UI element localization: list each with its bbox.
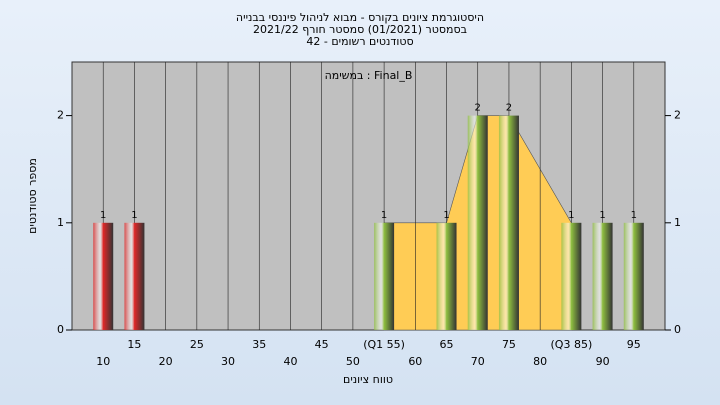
x-axis-label: טווח ציונים bbox=[343, 373, 393, 386]
chart-subtitle: 42 - סטודנטים רשומים bbox=[306, 35, 413, 48]
x-tick-label: 45 bbox=[315, 338, 329, 351]
data-label: 1 bbox=[568, 210, 574, 221]
data-label: 1 bbox=[443, 210, 449, 221]
annotation: במשימה : Final_B bbox=[325, 69, 413, 82]
chart-subtitle: בסמסטר (01/2021) סמסטר חורף 2021/22 bbox=[253, 23, 467, 36]
y-tick-label: 2 bbox=[57, 109, 64, 122]
bar bbox=[93, 222, 114, 330]
bar bbox=[124, 222, 145, 330]
chart-title: היסטוגרמת ציונים בקורס - מבוא לניהול פינ… bbox=[236, 11, 484, 24]
data-label: 1 bbox=[131, 210, 137, 221]
bar bbox=[561, 222, 582, 330]
data-label: 2 bbox=[475, 103, 481, 114]
bar bbox=[498, 115, 519, 330]
bar bbox=[467, 115, 488, 330]
x-tick-label: 65 bbox=[440, 338, 454, 351]
y-axis-label: מספר סטודנטים bbox=[26, 158, 39, 234]
y-tick-label: 1 bbox=[57, 216, 64, 229]
data-label: 2 bbox=[506, 103, 512, 114]
bar bbox=[436, 222, 457, 330]
data-label: 1 bbox=[631, 210, 637, 221]
data-label: 1 bbox=[381, 210, 387, 221]
x-tick-label: 35 bbox=[252, 338, 266, 351]
bar bbox=[592, 222, 613, 330]
x-tick-label: 95 bbox=[627, 338, 641, 351]
x-tick-label: 20 bbox=[159, 355, 173, 368]
x-tick-label: (Q3 85) bbox=[551, 338, 593, 351]
y2-tick-label: 1 bbox=[674, 216, 681, 229]
x-tick-label: 75 bbox=[502, 338, 516, 351]
x-tick-label: 15 bbox=[127, 338, 141, 351]
bar bbox=[623, 222, 644, 330]
x-tick-label: 25 bbox=[190, 338, 204, 351]
y-tick-label: 0 bbox=[57, 323, 64, 336]
x-tick-label: 70 bbox=[471, 355, 485, 368]
x-tick-label: (Q1 55) bbox=[363, 338, 405, 351]
x-tick-label: 90 bbox=[596, 355, 610, 368]
y2-tick-label: 2 bbox=[674, 109, 681, 122]
x-tick-label: 40 bbox=[283, 355, 297, 368]
x-tick-label: 60 bbox=[408, 355, 422, 368]
x-tick-label: 30 bbox=[221, 355, 235, 368]
x-tick-label: 80 bbox=[533, 355, 547, 368]
x-tick-label: 50 bbox=[346, 355, 360, 368]
data-label: 1 bbox=[599, 210, 605, 221]
x-tick-label: 10 bbox=[96, 355, 110, 368]
y2-tick-label: 0 bbox=[674, 323, 681, 336]
data-label: 1 bbox=[100, 210, 106, 221]
bar bbox=[374, 222, 395, 330]
